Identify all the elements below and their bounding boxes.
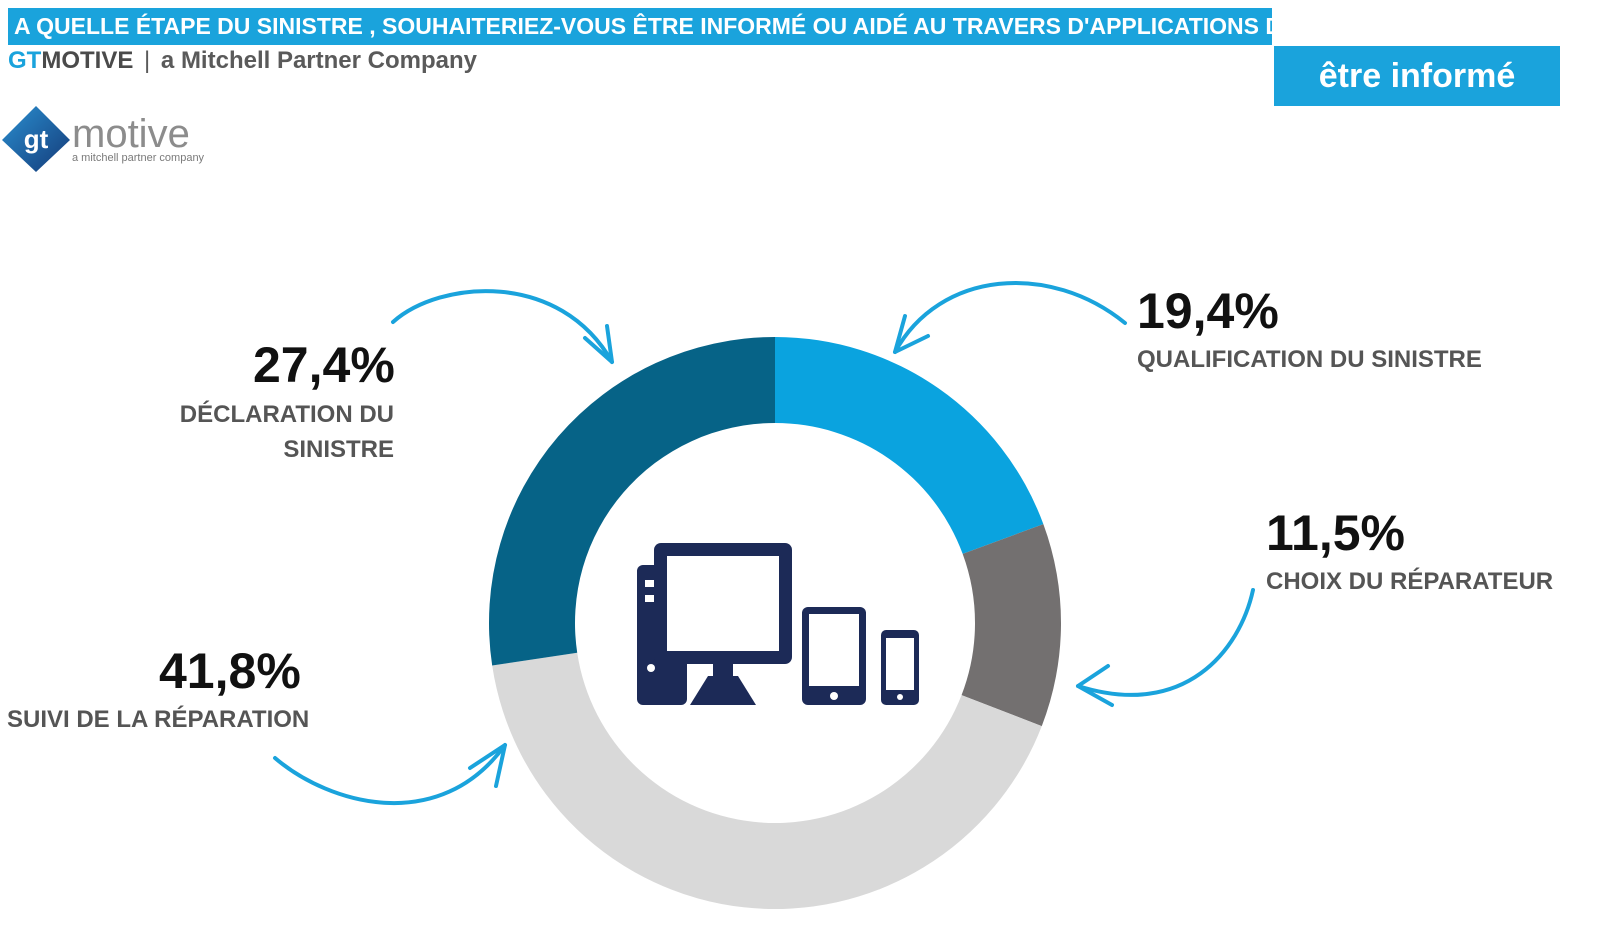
arrow-suivi [273, 743, 507, 805]
brand-gt: GT [8, 47, 42, 74]
page-title: A QUELLE ÉTAPE DU SINISTRE , SOUHAITERIE… [8, 8, 1272, 45]
value-declaration: 27,4% [253, 337, 395, 393]
donut-ring [489, 337, 1061, 910]
label-choix: CHOIX DU RÉPARATEUR [1266, 568, 1554, 595]
arrow-declaration [391, 289, 614, 364]
brand-motive: MOTIVE [41, 47, 134, 74]
arrow-suivi-head [468, 743, 507, 788]
arrow-choix [1076, 588, 1255, 697]
slice-suivi [492, 652, 1042, 910]
slice-declaration [489, 337, 775, 666]
arrow-choix-head [1076, 664, 1114, 707]
slice-choix [961, 524, 1061, 727]
value-suivi: 41,8% [159, 643, 301, 699]
arrow-qualification-head [893, 314, 930, 354]
arrow-declaration-head [583, 324, 614, 364]
arrow-qualification [893, 280, 1127, 354]
logo-tagline: a mitchell partner company [72, 152, 205, 164]
brand-company: a Mitchell Partner Company [160, 47, 477, 74]
brand-subtitle: GTMOTIVE | a Mitchell Partner Company [8, 47, 477, 75]
value-choix: 11,5% [1266, 505, 1406, 561]
label-suivi: SUIVI DE LA RÉPARATION [7, 706, 310, 733]
label-qualification: QUALIFICATION DU SINISTRE [1137, 346, 1482, 373]
gt-motive-logo: gt motive a mitchell partner company [0, 104, 204, 174]
slice-qualification [775, 337, 1044, 554]
logo-mark: gt [24, 124, 49, 154]
mode-badge: être informé [1274, 46, 1560, 106]
label-declaration-line2: SINISTRE [283, 436, 394, 463]
gt-diamond-icon: gt [2, 106, 70, 172]
logo-word: motive [72, 112, 190, 156]
label-declaration-line1: DÉCLARATION DU [179, 401, 394, 428]
brand-separator: | [144, 47, 151, 74]
computer-tablet-phone-icon [637, 543, 919, 705]
value-qualification: 19,4% [1137, 283, 1279, 339]
label-declaration: DÉCLARATION DU SINISTRE [180, 397, 394, 467]
